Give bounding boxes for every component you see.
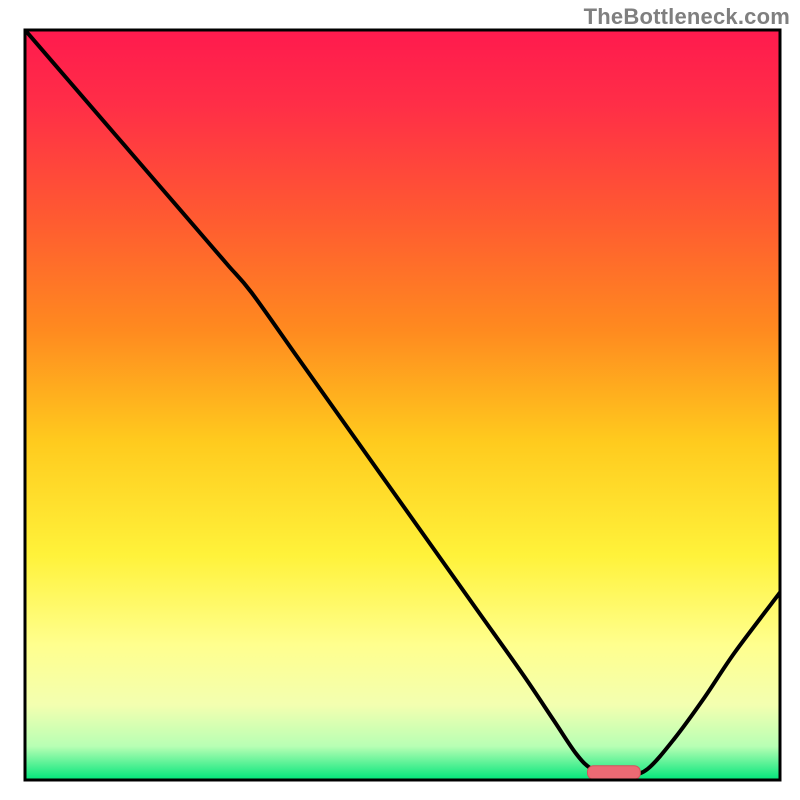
gradient-background [25, 30, 780, 780]
bottleneck-chart [0, 0, 800, 800]
optimum-marker [587, 766, 640, 780]
chart-frame: TheBottleneck.com [0, 0, 800, 800]
